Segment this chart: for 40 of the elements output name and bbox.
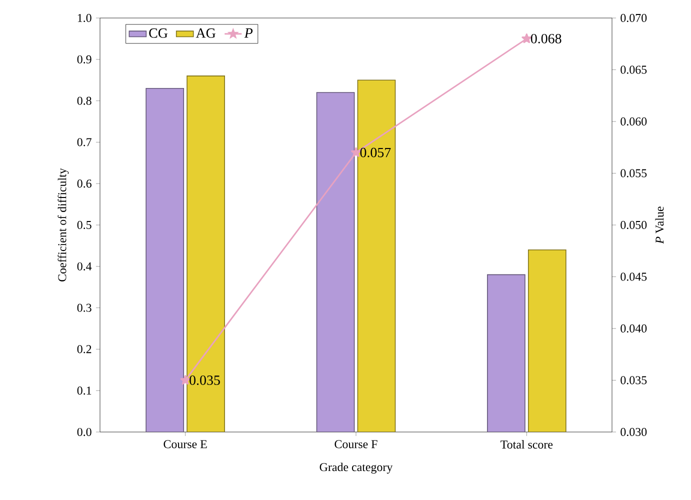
y2-tick-label: 0.065 <box>620 66 647 74</box>
y-tick-label: 0.5 <box>77 220 92 230</box>
y2-tick-label: 0.050 <box>620 220 647 230</box>
bar <box>316 92 355 432</box>
x-axis-title: Grade category <box>320 462 393 474</box>
y2-tick-label: 0.030 <box>620 428 647 436</box>
y-tick-label: 0.0 <box>77 428 92 436</box>
y-tick-label: 0.2 <box>77 345 92 354</box>
y-tick-label: 0.4 <box>77 262 92 270</box>
data-label: 0.057 <box>360 148 391 158</box>
legend-label: AG <box>196 28 216 38</box>
x-tick-label: Total score <box>500 440 553 449</box>
data-label: 0.035 <box>190 376 220 385</box>
y-tick-label: 0.8 <box>77 96 92 105</box>
legend-label: P <box>244 28 253 38</box>
y-tick-label: 1.0 <box>78 14 92 22</box>
y2-tick-label: 0.035 <box>620 376 647 384</box>
y-tick-label: 0.9 <box>77 55 92 64</box>
point <box>522 33 532 44</box>
bar <box>146 88 184 432</box>
point <box>180 375 190 385</box>
x-tick-label: Course E <box>164 440 207 448</box>
y2-tick-label: 0.060 <box>620 117 647 126</box>
y2-tick-label: 0.070 <box>620 14 647 22</box>
bar <box>528 249 566 432</box>
data-label: 0.068 <box>530 34 562 44</box>
y-tick-label: 0.3 <box>77 304 92 312</box>
y-tick-label: 0.6 <box>77 180 92 188</box>
y-tick-label: 0.7 <box>77 138 92 146</box>
y2-tick-label: 0.040 <box>620 324 647 333</box>
x-tick-label: Course F <box>334 440 378 448</box>
y2-tick-label: 0.055 <box>620 169 647 178</box>
bar <box>487 274 526 432</box>
y2-axis-title: P Value <box>655 206 664 244</box>
y-axis-title: Coefficient of difficulty <box>58 168 69 282</box>
y-tick-label: 0.1 <box>77 386 92 395</box>
legend-label: CG <box>149 28 168 38</box>
y2-tick-label: 0.045 <box>620 272 647 281</box>
bar <box>357 80 396 432</box>
bar <box>186 76 225 432</box>
